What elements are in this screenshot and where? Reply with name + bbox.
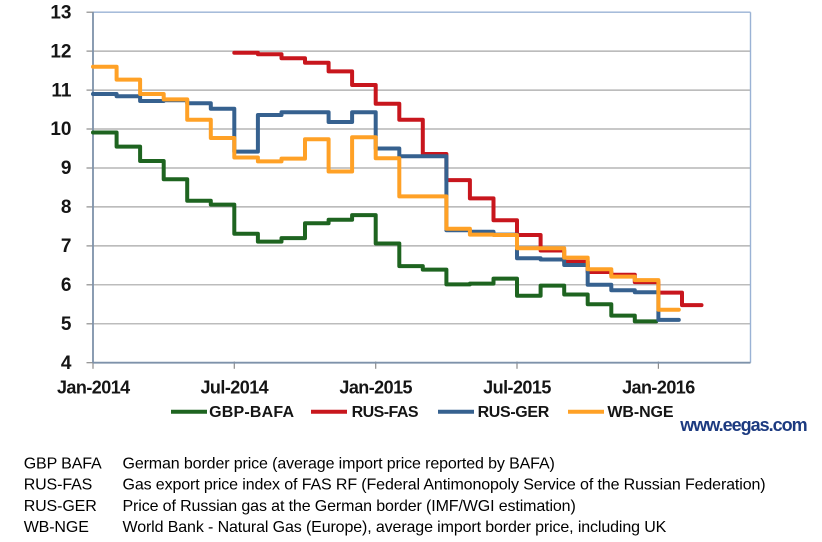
svg-text:Gas export price index of FAS: Gas export price index of FAS RF (Federa… xyxy=(123,477,766,494)
svg-text:Price of Russian gas at the Ge: Price of Russian gas at the German borde… xyxy=(123,498,576,515)
svg-text:9: 9 xyxy=(61,158,72,179)
svg-text:German border price (average i: German border price (average import pric… xyxy=(123,456,555,473)
svg-text:11: 11 xyxy=(51,80,72,101)
svg-text:RUS-GER: RUS-GER xyxy=(24,498,97,515)
svg-text:RUS-FAS: RUS-FAS xyxy=(24,477,93,494)
svg-text:13: 13 xyxy=(50,2,71,23)
svg-text:Jan-2015: Jan-2015 xyxy=(339,377,412,397)
svg-text:WB-NGE: WB-NGE xyxy=(24,519,89,536)
svg-text:Jan-2016: Jan-2016 xyxy=(622,377,695,397)
svg-text:www.eegas.com: www.eegas.com xyxy=(679,415,806,435)
svg-text:8: 8 xyxy=(61,197,72,218)
svg-text:12: 12 xyxy=(50,41,71,62)
svg-text:GBP-BAFA: GBP-BAFA xyxy=(209,404,294,421)
svg-text:GBP BAFA: GBP BAFA xyxy=(24,456,102,473)
svg-text:6: 6 xyxy=(61,275,72,296)
svg-text:World Bank - Natural Gas (Euro: World Bank - Natural Gas (Europe), avera… xyxy=(123,519,667,536)
svg-text:RUS-FAS: RUS-FAS xyxy=(352,404,419,421)
svg-text:10: 10 xyxy=(50,119,71,140)
svg-text:Jul-2015: Jul-2015 xyxy=(483,377,551,397)
svg-text:RUS-GER: RUS-GER xyxy=(478,404,550,421)
svg-text:Jan-2014: Jan-2014 xyxy=(57,377,130,397)
svg-text:7: 7 xyxy=(61,236,72,257)
svg-text:5: 5 xyxy=(61,314,72,335)
svg-text:WB-NGE: WB-NGE xyxy=(607,404,673,421)
svg-text:4: 4 xyxy=(61,353,72,374)
svg-text:Jul-2014: Jul-2014 xyxy=(200,377,268,397)
